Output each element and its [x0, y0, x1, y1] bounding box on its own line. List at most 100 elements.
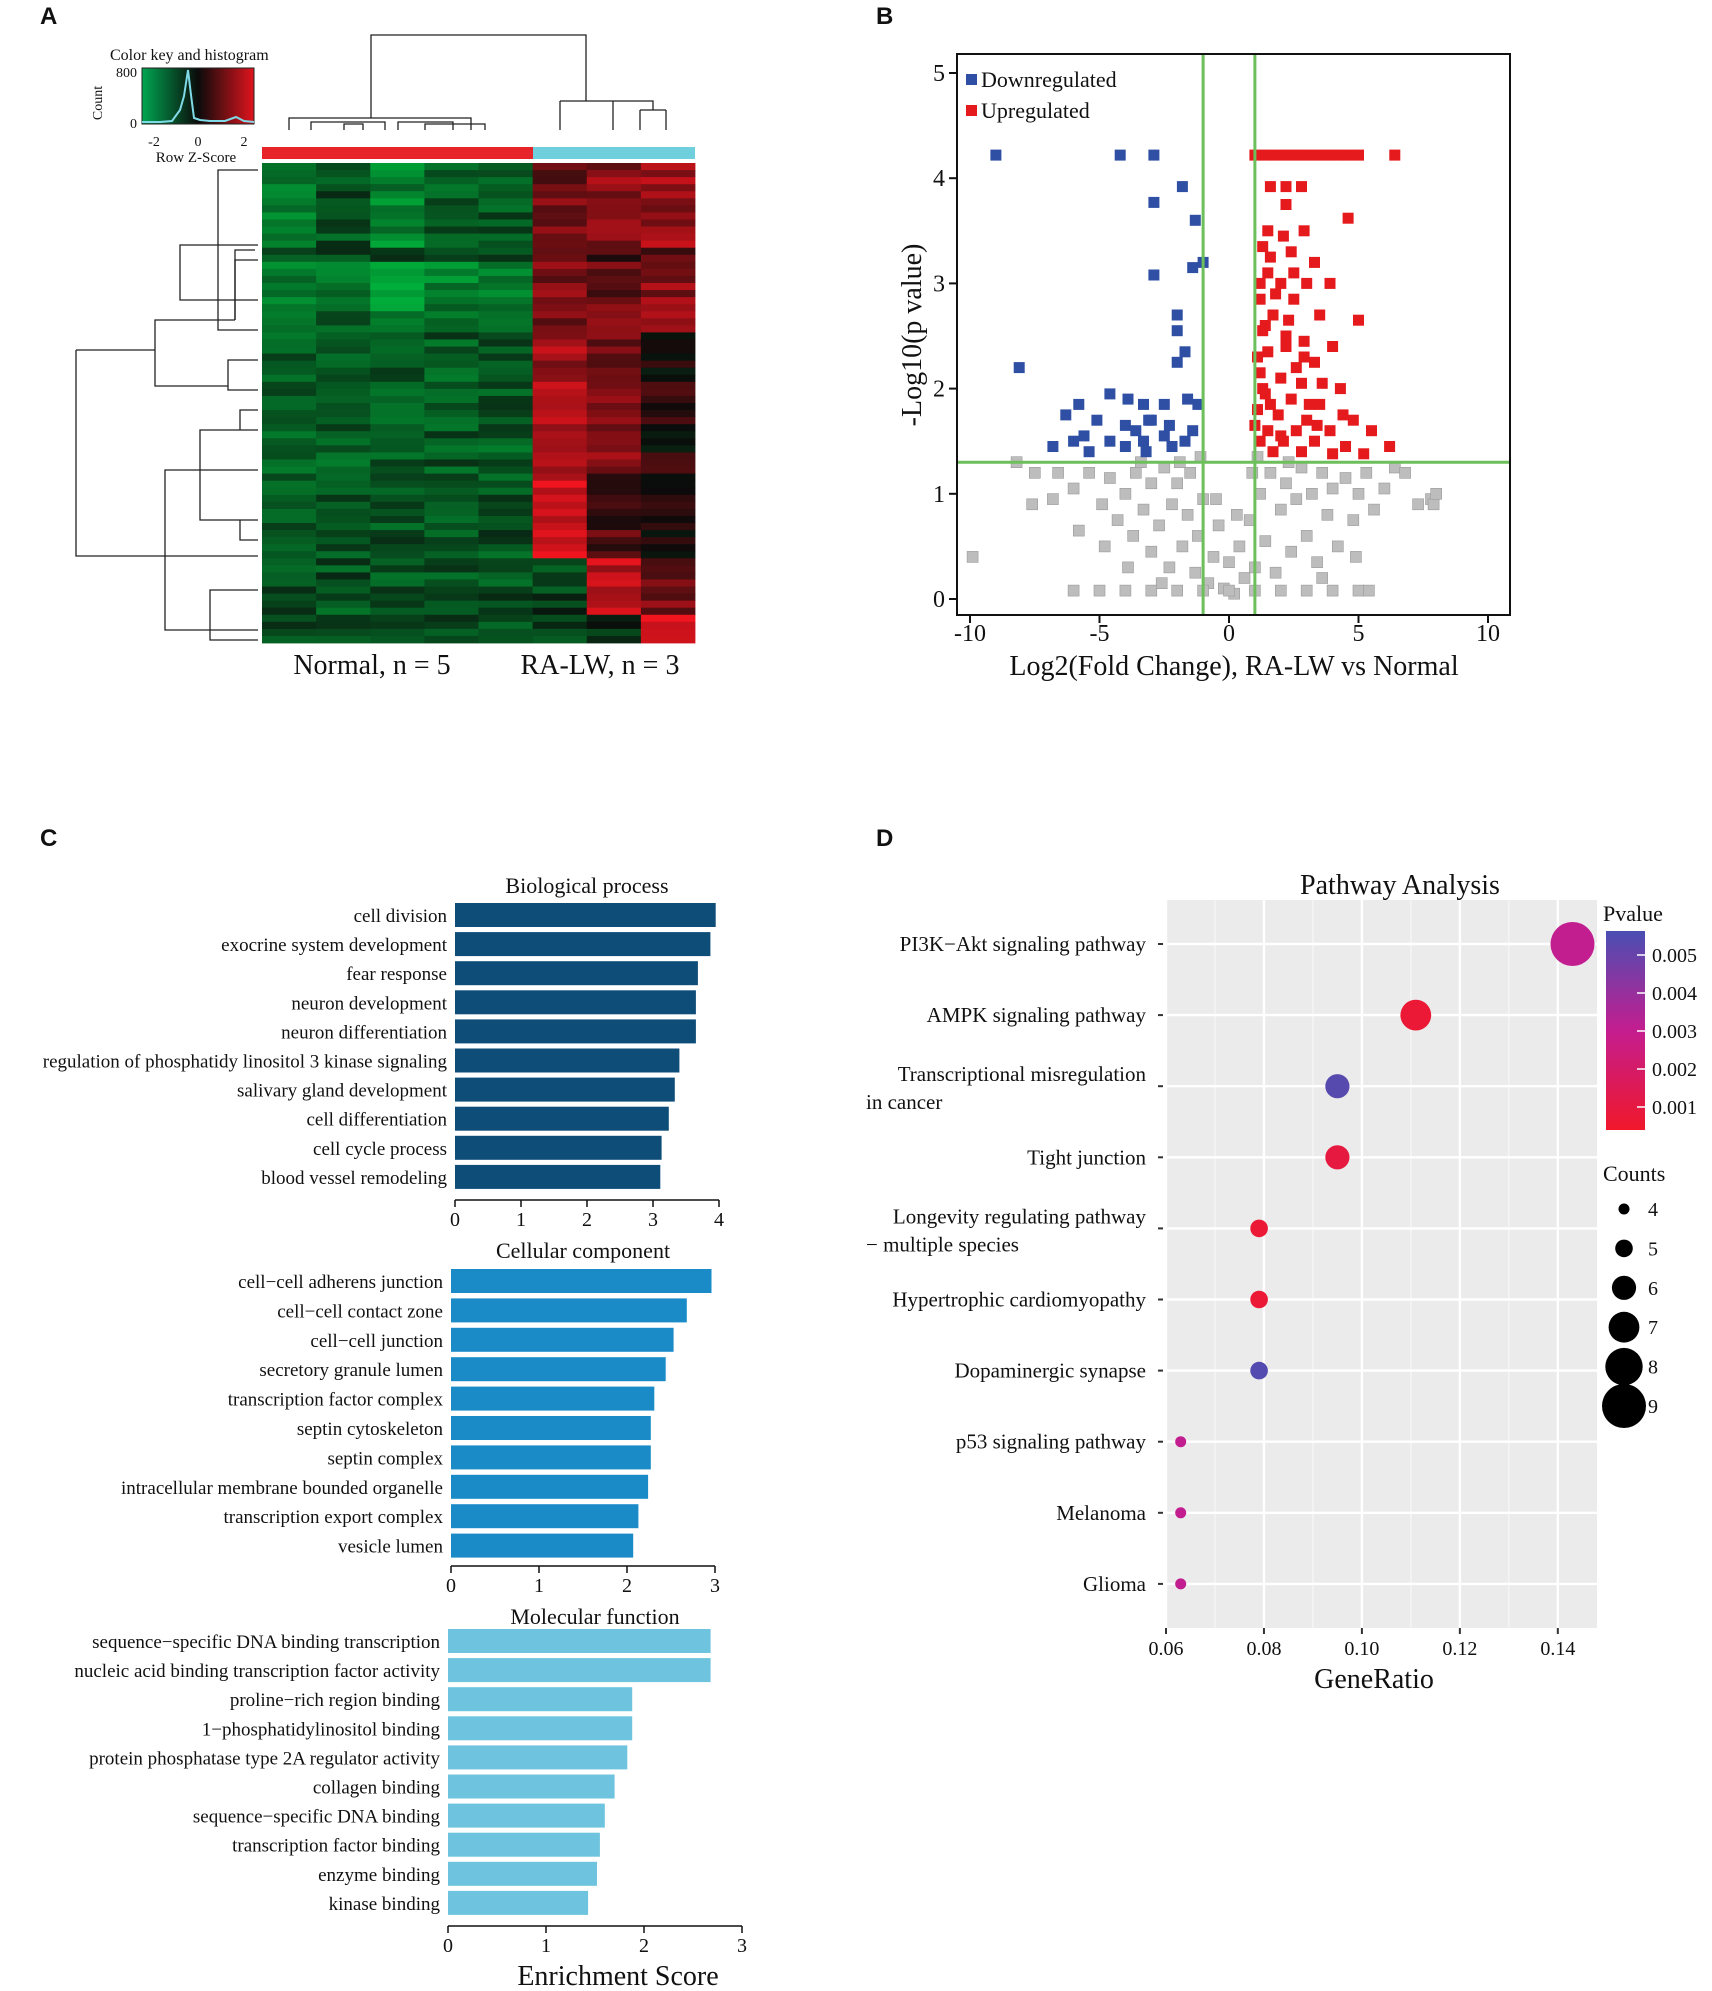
heatmap-cell: [532, 501, 588, 510]
heatmap-cell: [532, 459, 588, 467]
volcano-ytick-label: 5: [933, 61, 945, 87]
go-bar-label: blood vessel remodeling: [261, 1168, 447, 1189]
heatmap-cell: [316, 226, 371, 234]
volcano-point-up: [1257, 383, 1269, 395]
heatmap-cell: [370, 339, 425, 347]
volcano-point-up: [1275, 277, 1287, 289]
heatmap-cell: [262, 572, 317, 580]
counts-legend-title: Counts: [1603, 1161, 1665, 1186]
volcano-point-up: [1311, 149, 1323, 161]
heatmap-cell: [316, 191, 371, 199]
volcano-point-up: [1259, 149, 1271, 161]
heatmap-cell: [586, 600, 642, 609]
heatmap-cell: [262, 254, 317, 263]
heatmap-cell: [262, 367, 317, 376]
heatmap-cell: [316, 473, 371, 482]
heatmap-cell: [478, 501, 534, 510]
volcano-point-ns: [1176, 540, 1189, 553]
heatmap-cell: [586, 410, 642, 418]
heatmap-cell: [424, 494, 479, 503]
heatmap-cell: [316, 388, 371, 397]
heatmap-cell: [262, 374, 317, 383]
heatmap-cell: [586, 487, 642, 496]
heatmap-cell: [478, 410, 534, 418]
counts-legend-label: 6: [1648, 1278, 1658, 1300]
go-bar: [455, 932, 711, 957]
heatmap-cell: [640, 523, 696, 531]
heatmap-cell: [478, 212, 534, 220]
heatmap-cell: [370, 635, 425, 644]
pathway-xtick-label: 0.06: [1149, 1638, 1184, 1660]
heatmap-cell: [316, 304, 371, 312]
volcano-point-ns: [1130, 466, 1142, 479]
heatmap-cell: [478, 261, 534, 270]
heatmap-cell: [586, 346, 642, 354]
volcano-point-down: [1060, 409, 1072, 421]
volcano-point-up: [1277, 230, 1289, 242]
heatmap-cell: [586, 508, 642, 517]
heatmap-cell: [478, 565, 534, 573]
heatmap-cell: [640, 395, 696, 404]
heatmap-cell: [424, 360, 479, 369]
volcano-point-up: [1280, 330, 1292, 342]
heatmap-cell: [586, 268, 642, 277]
heatmap-cell: [316, 424, 371, 432]
heatmap-cell: [262, 325, 317, 333]
volcano-point-ns: [1145, 545, 1158, 558]
heatmap-cell: [586, 325, 642, 333]
heatmap-cell: [262, 403, 317, 411]
heatmap-cell: [370, 304, 425, 312]
heatmap-cell: [640, 346, 696, 354]
go-bar-label: transcription factor binding: [232, 1836, 440, 1857]
heatmap-cell: [586, 593, 642, 602]
volcano-point-up: [1262, 425, 1274, 437]
heatmap-cell: [478, 452, 534, 460]
legend-label-upregulated: Upregulated: [981, 98, 1090, 123]
volcano-point-ns: [1073, 524, 1085, 537]
heatmap-ralw-label: RA-LW, n = 3: [521, 650, 680, 681]
heatmap-cell: [640, 473, 696, 482]
heatmap-cell: [640, 268, 696, 277]
heatmap-cell: [370, 318, 425, 326]
volcano-point-down: [1148, 149, 1160, 161]
color-key-ytick-800: 800: [116, 66, 137, 81]
heatmap-cell: [262, 452, 317, 460]
heatmap-cell: [532, 318, 588, 326]
heatmap-cell: [370, 395, 425, 404]
heatmap-cell: [640, 544, 696, 552]
volcano-point-up: [1280, 181, 1292, 193]
heatmap-cell: [370, 417, 425, 425]
heatmap-cell: [586, 283, 642, 291]
heatmap-cell: [586, 403, 642, 411]
heatmap-cell: [640, 424, 696, 432]
volcano-point-ns: [1269, 566, 1282, 579]
heatmap-cell: [586, 212, 642, 220]
volcano-point-ns: [1427, 498, 1440, 511]
heatmap-cell: [370, 275, 425, 284]
heatmap-cell: [316, 247, 371, 256]
heatmap-cell: [370, 177, 425, 185]
heatmap-cell: [586, 233, 642, 242]
heatmap-cell: [262, 494, 317, 503]
volcano-point-down: [1083, 446, 1095, 458]
heatmap-cell: [316, 558, 371, 566]
heatmap-cell: [424, 233, 479, 242]
heatmap-cell: [424, 297, 479, 305]
heatmap-cell: [532, 198, 588, 206]
heatmap-cell: [262, 424, 317, 432]
heatmap-cell: [640, 494, 696, 503]
heatmap-cell: [640, 586, 696, 594]
heatmap-cell: [478, 395, 534, 404]
heatmap-cell: [262, 233, 317, 242]
volcano-point-up: [1334, 383, 1346, 395]
heatmap-cell: [532, 339, 588, 347]
volcano-point-down: [1179, 346, 1191, 358]
volcano-point-down: [1078, 430, 1090, 442]
go-bar: [448, 1861, 597, 1886]
volcano-point-ns: [1067, 584, 1080, 597]
heatmap-cell: [316, 565, 371, 573]
heatmap-cell: [532, 544, 588, 552]
volcano-point-up: [1301, 149, 1313, 161]
volcano-point-ns: [1326, 482, 1339, 495]
heatmap-cell: [424, 614, 479, 623]
